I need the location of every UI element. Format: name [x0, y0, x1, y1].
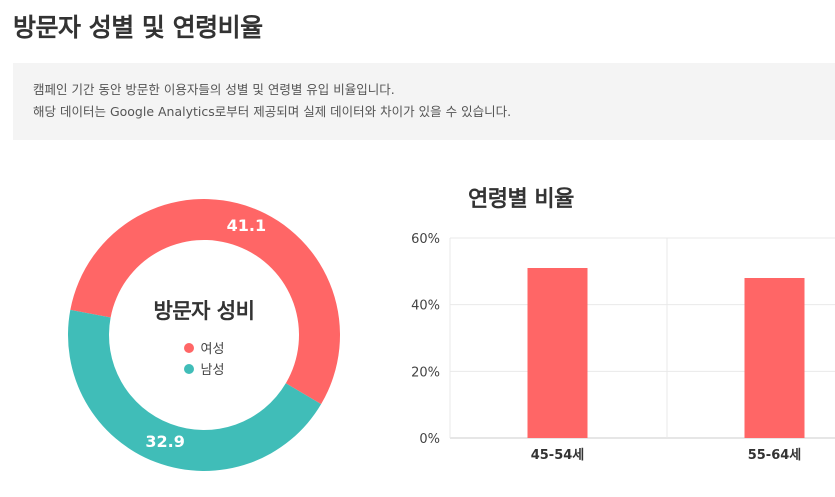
- legend-item-female: 여성: [183, 337, 225, 358]
- bar-55-64세: [744, 278, 805, 438]
- donut-value-label-female: 41.1: [226, 215, 267, 235]
- legend-label-male: 남성: [200, 363, 225, 378]
- donut-title: 방문자 성비: [153, 299, 255, 323]
- x-tick-label: 45-54세: [531, 448, 585, 463]
- y-tick-label: 60%: [411, 232, 440, 247]
- gender-donut-svg: [68, 199, 340, 471]
- donut-center: 방문자 성비 여성 남성: [68, 295, 340, 379]
- age-chart-title: 연령별 비율: [468, 187, 574, 212]
- donut-value-label-male: 32.9: [145, 432, 185, 452]
- age-bar-chart: 0% 20% 40% 60% 45-54세 55-64세: [411, 232, 835, 463]
- donut-slice-여성: [70, 199, 340, 405]
- gender-legend: 여성 남성: [183, 337, 225, 379]
- x-tick-label: 55-64세: [748, 448, 802, 463]
- bar-45-54세: [527, 268, 588, 438]
- info-line: 캠페인 기간 동안 방문한 이용자들의 성별 및 연령별 유입 비율입니다.: [33, 82, 395, 97]
- y-tick-label: 20%: [411, 365, 440, 380]
- legend-label-female: 여성: [200, 342, 225, 357]
- info-line: 해당 데이터는 Google Analytics로부터 제공되며 실제 데이터와…: [33, 104, 512, 119]
- gender-donut-chart: 방문자 성비 여성 남성 41.1 32.9: [68, 199, 340, 471]
- legend-item-male: 남성: [183, 358, 225, 379]
- y-tick-label: 40%: [411, 299, 440, 314]
- info-box: 캠페인 기간 동안 방문한 이용자들의 성별 및 연령별 유입 비율입니다. 해…: [13, 63, 835, 140]
- legend-dot-male: [183, 363, 194, 374]
- donut-slice-남성: [68, 309, 322, 471]
- page-title: 방문자 성별 및 연령비율: [13, 13, 263, 42]
- legend-dot-female: [183, 342, 194, 353]
- y-tick-label: 0%: [419, 432, 440, 447]
